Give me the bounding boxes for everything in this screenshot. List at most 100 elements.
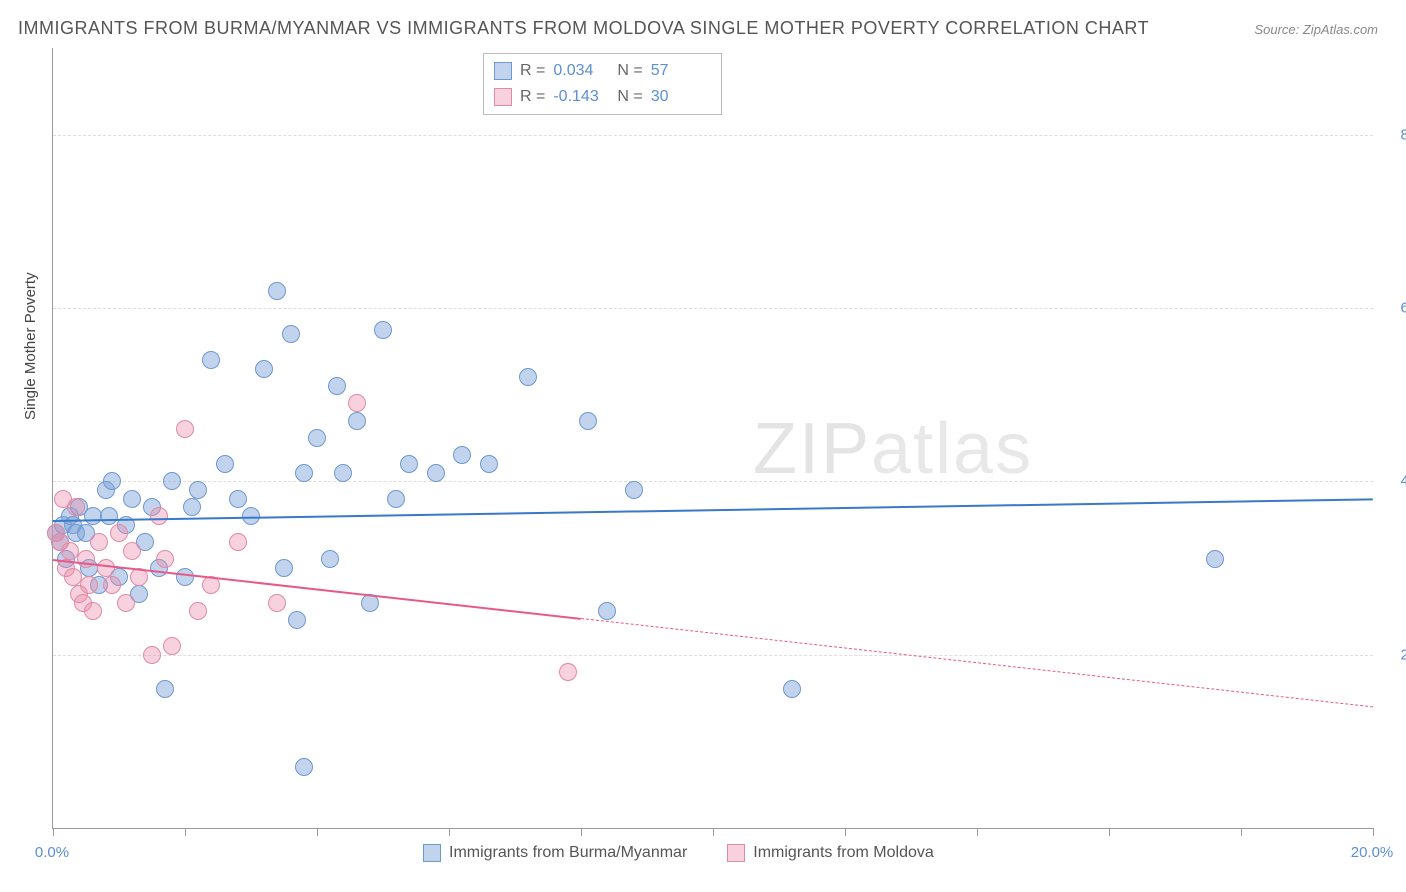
- scatter-point: [374, 321, 392, 339]
- scatter-point: [61, 542, 79, 560]
- scatter-point: [308, 429, 326, 447]
- scatter-point: [268, 282, 286, 300]
- scatter-point: [80, 576, 98, 594]
- scatter-point: [348, 412, 366, 430]
- grid-line: [53, 655, 1373, 656]
- grid-line: [53, 308, 1373, 309]
- stat-label: R =: [520, 84, 545, 110]
- stats-row-moldova: R = -0.143 N = 30: [494, 84, 707, 110]
- scatter-chart: ZIPatlas R = 0.034 N = 57 R = -0.143 N =…: [52, 48, 1373, 829]
- scatter-point: [229, 533, 247, 551]
- x-tick: [1109, 828, 1110, 836]
- x-tick: [1373, 828, 1374, 836]
- y-tick-label: 80.0%: [1383, 126, 1406, 143]
- y-tick-label: 60.0%: [1383, 300, 1406, 317]
- scatter-point: [176, 420, 194, 438]
- stat-label: N =: [617, 84, 642, 110]
- stat-n-value: 30: [651, 84, 707, 110]
- scatter-point: [427, 464, 445, 482]
- scatter-point: [84, 507, 102, 525]
- legend-item-moldova: Immigrants from Moldova: [727, 844, 934, 862]
- scatter-point: [67, 498, 85, 516]
- scatter-point: [156, 680, 174, 698]
- scatter-point: [163, 637, 181, 655]
- scatter-point: [97, 559, 115, 577]
- x-tick: [713, 828, 714, 836]
- legend-label: Immigrants from Moldova: [753, 844, 934, 862]
- x-tick: [53, 828, 54, 836]
- grid-line: [53, 481, 1373, 482]
- scatter-point: [216, 455, 234, 473]
- scatter-point: [176, 568, 194, 586]
- x-tick: [449, 828, 450, 836]
- scatter-point: [282, 325, 300, 343]
- scatter-point: [189, 481, 207, 499]
- swatch-icon: [423, 844, 441, 862]
- scatter-point: [400, 455, 418, 473]
- scatter-point: [321, 550, 339, 568]
- scatter-point: [480, 455, 498, 473]
- scatter-point: [295, 758, 313, 776]
- legend-label: Immigrants from Burma/Myanmar: [449, 844, 687, 862]
- swatch-icon: [494, 88, 512, 106]
- x-tick: [845, 828, 846, 836]
- scatter-point: [268, 594, 286, 612]
- swatch-icon: [727, 844, 745, 862]
- scatter-point: [110, 524, 128, 542]
- scatter-point: [288, 611, 306, 629]
- x-tick: [317, 828, 318, 836]
- scatter-point: [90, 533, 108, 551]
- x-tick: [581, 828, 582, 836]
- stat-label: R =: [520, 58, 545, 84]
- grid-line: [53, 135, 1373, 136]
- watermark-thin: atlas: [871, 409, 1033, 489]
- stat-r-value: -0.143: [553, 84, 609, 110]
- swatch-icon: [494, 62, 512, 80]
- scatter-point: [625, 481, 643, 499]
- scatter-point: [519, 368, 537, 386]
- stat-label: N =: [617, 58, 642, 84]
- scatter-point: [229, 490, 247, 508]
- source-credit: Source: ZipAtlas.com: [1254, 22, 1378, 37]
- scatter-point: [100, 507, 118, 525]
- stats-row-burma: R = 0.034 N = 57: [494, 58, 707, 84]
- scatter-point: [255, 360, 273, 378]
- scatter-point: [387, 490, 405, 508]
- scatter-point: [84, 602, 102, 620]
- trend-line: [581, 618, 1373, 707]
- scatter-point: [202, 351, 220, 369]
- x-tick: [185, 828, 186, 836]
- y-tick-label: 20.0%: [1383, 646, 1406, 663]
- chart-title: IMMIGRANTS FROM BURMA/MYANMAR VS IMMIGRA…: [18, 18, 1149, 39]
- scatter-point: [598, 602, 616, 620]
- scatter-point: [103, 472, 121, 490]
- legend-item-burma: Immigrants from Burma/Myanmar: [423, 844, 687, 862]
- scatter-point: [183, 498, 201, 516]
- scatter-point: [123, 490, 141, 508]
- scatter-point: [783, 680, 801, 698]
- scatter-point: [453, 446, 471, 464]
- scatter-point: [1206, 550, 1224, 568]
- scatter-point: [103, 576, 121, 594]
- scatter-point: [150, 507, 168, 525]
- x-tick: [1241, 828, 1242, 836]
- scatter-point: [348, 394, 366, 412]
- stat-r-value: 0.034: [553, 58, 609, 84]
- scatter-point: [143, 646, 161, 664]
- bottom-legend: Immigrants from Burma/Myanmar Immigrants…: [423, 844, 934, 862]
- scatter-point: [117, 594, 135, 612]
- scatter-point: [77, 550, 95, 568]
- watermark-bold: ZIP: [753, 409, 871, 489]
- stat-n-value: 57: [651, 58, 707, 84]
- scatter-point: [64, 568, 82, 586]
- scatter-point: [189, 602, 207, 620]
- x-tick-label: 0.0%: [35, 844, 69, 861]
- scatter-point: [579, 412, 597, 430]
- x-tick-label: 20.0%: [1351, 844, 1394, 861]
- scatter-point: [328, 377, 346, 395]
- y-tick-label: 40.0%: [1383, 473, 1406, 490]
- scatter-point: [559, 663, 577, 681]
- scatter-point: [295, 464, 313, 482]
- scatter-point: [123, 542, 141, 560]
- watermark: ZIPatlas: [753, 408, 1033, 490]
